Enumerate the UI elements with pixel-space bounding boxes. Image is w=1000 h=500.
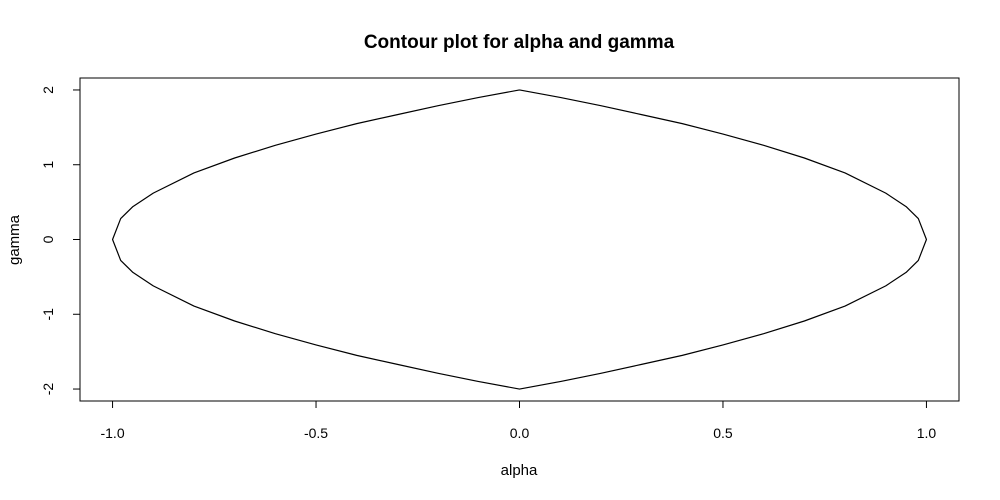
- x-tick-label: 0.0: [510, 425, 530, 441]
- series-layer: [111, 89, 928, 390]
- x-tick-label: 1.0: [917, 425, 937, 441]
- y-tick-label: 2: [40, 86, 56, 94]
- y-axis: -2 -1 0 1 2: [40, 86, 81, 396]
- x-axis: -1.0 -0.5 0.0 0.5 1.0: [100, 400, 937, 441]
- y-tick-label: -1: [40, 308, 56, 321]
- y-tick-label: 1: [40, 161, 56, 169]
- y-tick-label: 0: [40, 235, 56, 243]
- x-tick-label: -1.0: [100, 425, 124, 441]
- x-tick-label: 0.5: [713, 425, 733, 441]
- chart-title: Contour plot for alpha and gamma: [364, 32, 675, 53]
- x-tick-label: -0.5: [304, 425, 328, 441]
- y-axis-label: gamma: [6, 214, 23, 265]
- contour-line: [111, 89, 928, 390]
- y-tick-label: -2: [40, 383, 56, 396]
- x-axis-label: alpha: [501, 462, 538, 479]
